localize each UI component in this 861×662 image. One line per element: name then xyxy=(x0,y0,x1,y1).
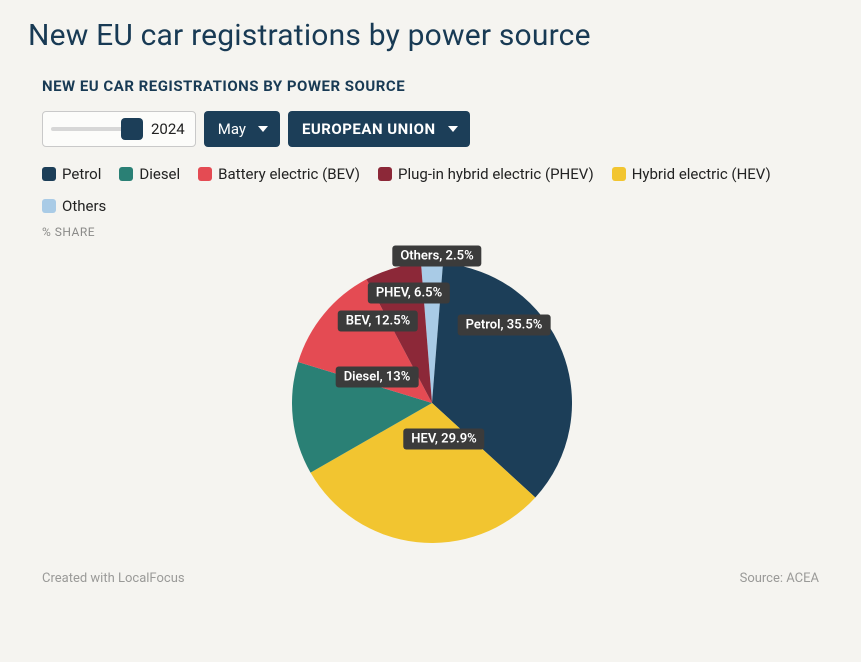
page-title: New EU car registrations by power source xyxy=(28,18,833,53)
legend-label: Others xyxy=(62,197,106,215)
footer-right: Source: ACEA xyxy=(740,571,819,586)
legend-item-petrol[interactable]: Petrol xyxy=(42,165,101,183)
footer-left: Created with LocalFocus xyxy=(42,571,185,586)
share-label: % SHARE xyxy=(42,225,833,239)
legend-item-bev[interactable]: Battery electric (BEV) xyxy=(198,165,360,183)
legend-label: Petrol xyxy=(62,165,101,183)
card-footer: Created with LocalFocus Source: ACEA xyxy=(42,571,819,586)
chevron-down-icon xyxy=(258,126,268,132)
tooltip-petrol: Petrol, 35.5% xyxy=(458,315,551,336)
legend-item-diesel[interactable]: Diesel xyxy=(119,165,180,183)
region-dropdown-label: EUROPEAN UNION xyxy=(302,120,436,138)
slider-track[interactable] xyxy=(51,127,143,131)
legend-swatch xyxy=(612,167,626,181)
legend-label: Plug-in hybrid electric (PHEV) xyxy=(398,165,594,183)
tooltip-others: Others, 2.5% xyxy=(392,246,481,267)
month-dropdown-label: May xyxy=(218,120,246,138)
legend-label: Battery electric (BEV) xyxy=(218,165,360,183)
legend-swatch xyxy=(42,167,56,181)
tooltip-phev: PHEV, 6.5% xyxy=(368,283,450,304)
legend-label: Hybrid electric (HEV) xyxy=(632,165,771,183)
pie-chart: Others, 2.5% Petrol, 35.5% HEV, 29.9% Diese… xyxy=(42,243,822,553)
slider-thumb[interactable] xyxy=(121,118,143,140)
legend-swatch xyxy=(198,167,212,181)
region-dropdown[interactable]: EUROPEAN UNION xyxy=(288,111,470,147)
legend: Petrol Diesel Battery electric (BEV) Plug-i… xyxy=(42,165,822,215)
tooltip-hev: HEV, 29.9% xyxy=(403,429,484,450)
year-slider[interactable]: 2024 xyxy=(42,111,196,147)
chart-card: NEW EU CAR REGISTRATIONS BY POWER SOURCE… xyxy=(28,77,833,586)
legend-item-hev[interactable]: Hybrid electric (HEV) xyxy=(612,165,771,183)
legend-swatch xyxy=(378,167,392,181)
slider-value: 2024 xyxy=(151,120,185,138)
chevron-down-icon xyxy=(448,126,458,132)
tooltip-diesel: Diesel, 13% xyxy=(336,367,419,388)
controls-row: 2024 May EUROPEAN UNION xyxy=(42,111,833,147)
card-title: NEW EU CAR REGISTRATIONS BY POWER SOURCE xyxy=(42,77,833,95)
legend-label: Diesel xyxy=(139,165,180,183)
legend-swatch xyxy=(42,199,56,213)
legend-swatch xyxy=(119,167,133,181)
month-dropdown[interactable]: May xyxy=(204,111,280,147)
tooltip-bev: BEV, 12.5% xyxy=(338,311,418,332)
legend-item-others[interactable]: Others xyxy=(42,197,106,215)
pie-svg xyxy=(292,263,572,543)
legend-item-phev[interactable]: Plug-in hybrid electric (PHEV) xyxy=(378,165,594,183)
